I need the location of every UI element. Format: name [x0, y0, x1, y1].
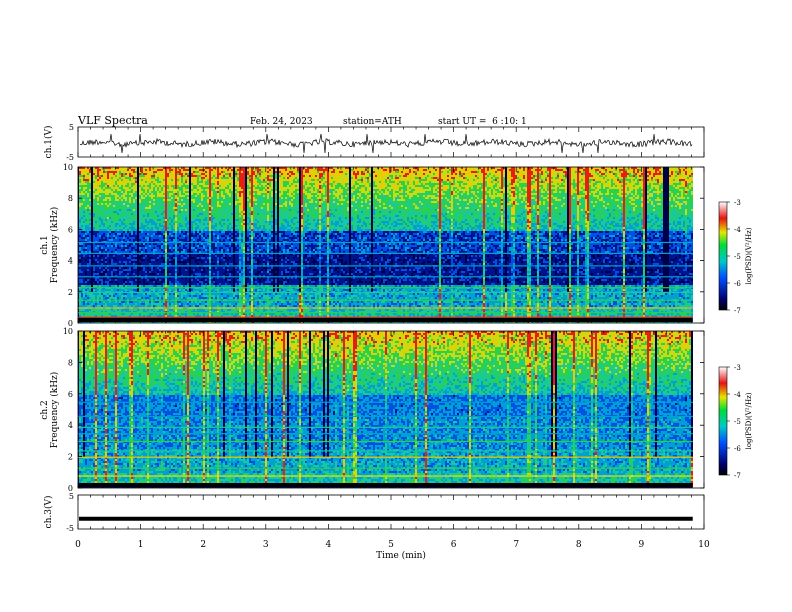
ytick-label: 10 — [63, 327, 73, 336]
x-tick-label: 10 — [698, 540, 710, 550]
ytick-label: 6 — [68, 225, 73, 234]
x-tick-label: 0 — [75, 540, 81, 550]
ch2-spectrogram-image — [78, 331, 693, 488]
ch3-frame — [77, 494, 705, 530]
colorbar-tick-label: -4 — [734, 391, 741, 399]
time-axis: 0 1 2 3 4 5 6 7 8 9 10 — [75, 127, 710, 550]
ch1-colorbar-label: log(PSD)(V²/Hz) — [745, 227, 753, 284]
ytick-label: 2 — [68, 288, 73, 297]
start-ut-label: start UT = 6 :10: 1 — [438, 117, 527, 127]
ch1-colorbar-scale — [719, 202, 727, 310]
ch2-colorbar-label: log(PSD)(V²/Hz) — [745, 392, 753, 449]
ch3-waveform-panel: 5 -5 ch.3(V) — [43, 492, 705, 533]
ch1-spectrogram-yticks: 0 2 4 6 8 10 — [63, 163, 704, 328]
ch1-spectrogram-image — [78, 167, 693, 323]
x-tick-label: 9 — [639, 540, 645, 550]
ytick-label: 8 — [68, 358, 73, 367]
colorbar-tick-label: -7 — [734, 472, 741, 480]
date-label: Feb. 24, 2023 — [250, 117, 313, 127]
colorbar-tick-label: -4 — [734, 226, 741, 234]
ch1-colorbar: -3 -4 -5 -6 -7 log(PSD)(V²/Hz) — [718, 199, 753, 315]
ch1-spectrogram-panel: 0 2 4 6 8 10 ch.1 Frequency (kHz) — [40, 163, 705, 328]
ytick-label: 8 — [68, 194, 73, 203]
ch2-spectrogram-panel: 0 2 4 6 8 10 ch.2 Frequency (kHz) — [40, 327, 705, 493]
ytick-label: 4 — [68, 257, 73, 266]
colorbar-tick-label: -6 — [734, 445, 741, 453]
colorbar-tick-label: -6 — [734, 280, 741, 288]
ch2-colorbar: -3 -4 -5 -6 -7 log(PSD)(V²/Hz) — [718, 364, 753, 480]
ch3-ytick-bottom: -5 — [66, 524, 74, 533]
ytick-label: 4 — [68, 421, 73, 430]
colorbar-tick-label: -7 — [734, 307, 741, 315]
ch1-waveform-panel: 5 -5 ch.1(V) — [43, 123, 705, 162]
ytick-label: 10 — [63, 163, 73, 172]
colorbar-tick-label: -5 — [734, 418, 741, 426]
x-tick-label: 1 — [138, 540, 144, 550]
ch1-ylabel: ch.1(V) — [43, 126, 54, 159]
x-tick-label: 3 — [263, 540, 269, 550]
ch1-ytick-bottom: -5 — [66, 153, 74, 162]
station-label: station=ATH — [343, 117, 402, 127]
colorbar-tick-label: -5 — [734, 253, 741, 261]
ch1-waveform-line — [79, 133, 693, 154]
ch3-ytick-top: 5 — [69, 492, 74, 501]
ytick-label: 0 — [68, 484, 73, 493]
ch3-ylabel: ch.3(V) — [43, 496, 54, 529]
ch2-colorbar-scale — [719, 367, 727, 475]
x-tick-label: 4 — [326, 540, 332, 550]
figure-title: VLF Spectra — [77, 114, 148, 127]
x-tick-label: 8 — [576, 540, 582, 550]
x-tick-label: 2 — [200, 540, 206, 550]
ch2-spec-ylabel-1: ch.2 — [40, 400, 50, 419]
colorbar-tick-label: -3 — [734, 199, 741, 207]
ch2-spectrogram-yticks: 0 2 4 6 8 10 — [63, 327, 704, 493]
x-axis-label: Time (min) — [376, 550, 426, 561]
x-tick-label: 7 — [513, 540, 519, 550]
colorbar-tick-label: -3 — [734, 364, 741, 372]
ytick-label: 2 — [68, 453, 73, 462]
x-tick-label: 6 — [451, 540, 457, 550]
ch1-ytick-top: 5 — [69, 123, 74, 132]
x-tick-label: 5 — [388, 540, 394, 550]
ytick-label: 6 — [68, 390, 73, 399]
ytick-label: 0 — [68, 319, 73, 328]
ch1-spec-ylabel-1: ch.1 — [40, 235, 50, 254]
ch2-spec-ylabel-2: Frequency (kHz) — [49, 372, 60, 449]
ch1-spec-ylabel-2: Frequency (kHz) — [49, 207, 60, 284]
